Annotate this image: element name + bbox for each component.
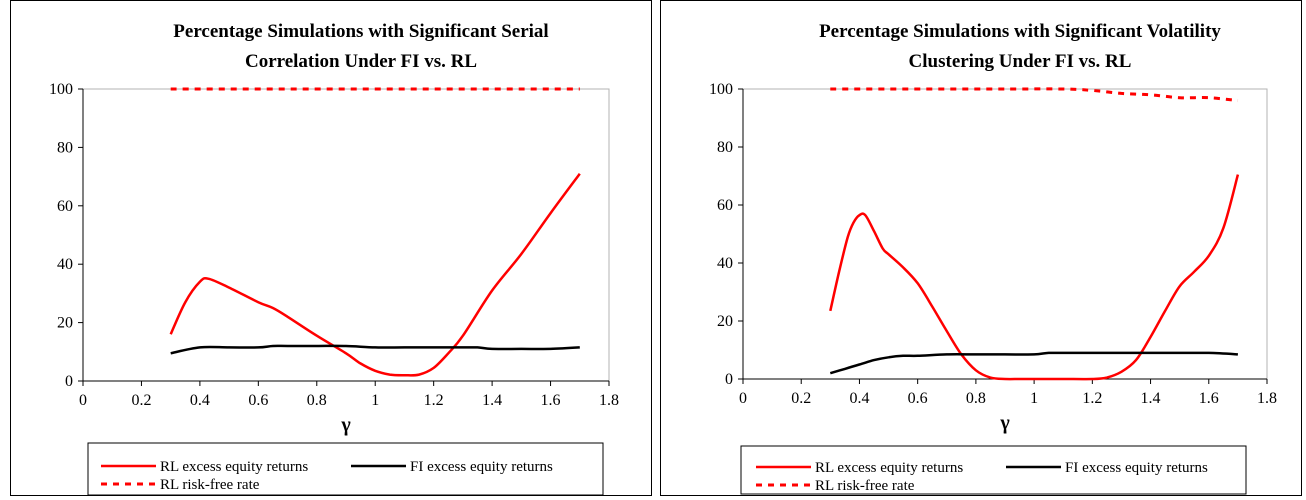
x-tick-label: 0.4 <box>849 390 869 407</box>
legend-box <box>740 445 1247 495</box>
x-tick-label: 0.8 <box>966 390 986 407</box>
legend-label-3: RL risk-free rate <box>160 477 260 493</box>
x-tick-label: 1.4 <box>482 392 502 409</box>
legend-label-2: FI excess equity returns <box>410 459 553 475</box>
series-line-2 <box>829 351 1238 375</box>
series-line-2 <box>170 344 580 355</box>
series-line-1 <box>169 172 581 377</box>
y-tick-label: 40 <box>717 255 733 272</box>
chart-volatility-clustering: Percentage Simulations with Significant … <box>709 21 1277 495</box>
x-tick-label: 0 <box>739 390 747 407</box>
y-tick-label: 80 <box>717 139 733 156</box>
x-tick-label: 1.6 <box>541 392 561 409</box>
x-tick-label: 1.2 <box>424 392 444 409</box>
legend-label-3: RL risk-free rate <box>815 478 915 494</box>
x-tick-label: 1.8 <box>599 392 619 409</box>
plot-area <box>82 88 610 382</box>
y-tick-label: 60 <box>57 198 73 215</box>
x-tick-label: 0.2 <box>131 392 151 409</box>
x-tick-label: 0.2 <box>791 390 811 407</box>
legend-box <box>87 442 604 495</box>
y-tick-label: 100 <box>709 81 733 98</box>
plot-area <box>742 88 1268 380</box>
legend-label-1: RL excess equity returns <box>815 460 963 476</box>
x-axis-label: γ <box>340 414 351 436</box>
x-tick-label: 0.6 <box>908 390 928 407</box>
y-tick-label: 40 <box>57 256 73 273</box>
x-tick-label: 0 <box>79 392 87 409</box>
legend-label-1: RL excess equity returns <box>160 459 308 475</box>
x-tick-label: 1.8 <box>1257 390 1277 407</box>
x-tick-label: 1.2 <box>1082 390 1102 407</box>
y-tick-label: 20 <box>717 313 733 330</box>
chart-title-line: Clustering Under FI vs. RL <box>909 51 1132 72</box>
series-line-3 <box>830 87 1239 103</box>
chart-serial-correlation: Percentage Simulations with Significant … <box>49 21 619 495</box>
legend-label-2: FI excess equity returns <box>1065 460 1208 476</box>
chart-title-line: Correlation Under FI vs. RL <box>245 51 477 72</box>
chart-title-line: Percentage Simulations with Significant … <box>173 21 548 42</box>
x-tick-label: 0.8 <box>307 392 327 409</box>
y-tick-label: 60 <box>717 197 733 214</box>
chart-panel-serial-correlation: Percentage Simulations with Significant … <box>10 0 652 496</box>
x-tick-label: 1 <box>371 392 379 409</box>
x-axis-label: γ <box>999 412 1010 434</box>
y-tick-label: 100 <box>49 81 73 98</box>
y-tick-label: 20 <box>57 315 73 332</box>
x-tick-label: 1 <box>1030 390 1038 407</box>
x-tick-label: 0.4 <box>190 392 210 409</box>
chart-panel-volatility-clustering: Percentage Simulations with Significant … <box>660 0 1302 496</box>
x-tick-label: 0.6 <box>248 392 268 409</box>
series-line-1 <box>829 174 1240 381</box>
chart-title-line: Percentage Simulations with Significant … <box>819 21 1221 42</box>
x-tick-label: 1.4 <box>1141 390 1161 407</box>
y-tick-label: 0 <box>725 371 733 388</box>
y-tick-label: 0 <box>65 373 73 390</box>
x-tick-label: 1.6 <box>1199 390 1219 407</box>
y-tick-label: 80 <box>57 139 73 156</box>
